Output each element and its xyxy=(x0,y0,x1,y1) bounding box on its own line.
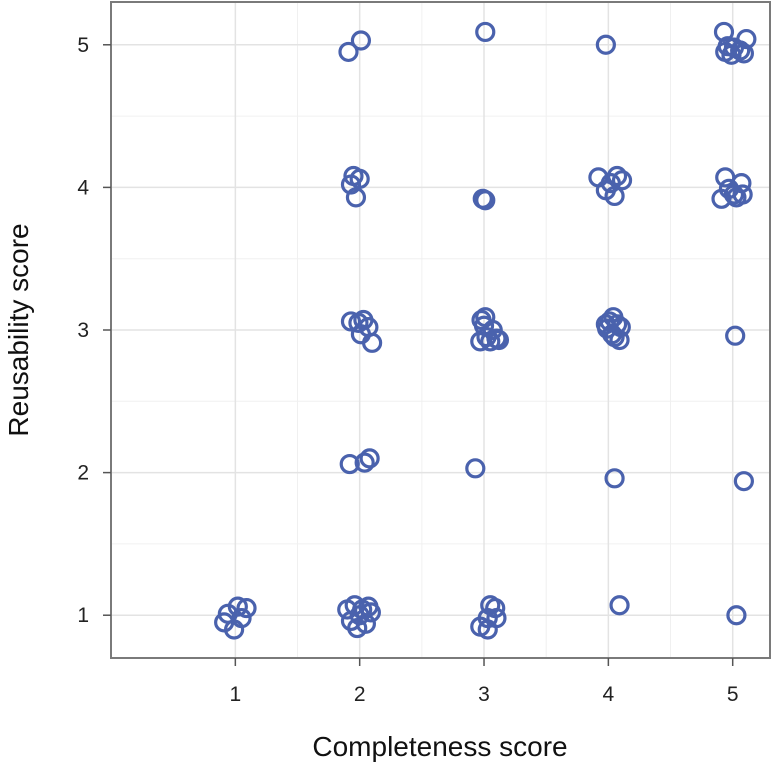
x-tick-label: 2 xyxy=(354,683,366,706)
data-point xyxy=(730,40,751,61)
data-point xyxy=(359,448,380,469)
data-point xyxy=(475,21,496,43)
y-tick-label: 1 xyxy=(77,604,89,627)
data-point xyxy=(345,187,367,208)
y-tick-label: 4 xyxy=(77,176,89,199)
data-point xyxy=(475,190,496,211)
data-point xyxy=(595,314,616,335)
y-axis: 1 2 3 4 5 xyxy=(77,34,111,627)
data-point xyxy=(731,173,752,194)
data-point xyxy=(726,605,747,626)
y-tick-label: 5 xyxy=(77,34,89,57)
data-point xyxy=(486,607,507,629)
data-point xyxy=(338,41,359,63)
data-point xyxy=(340,311,362,332)
data-point xyxy=(609,595,630,616)
y-tick-label: 3 xyxy=(77,319,89,342)
data-point xyxy=(349,168,370,189)
data-point xyxy=(604,185,625,207)
data-point xyxy=(465,458,486,479)
data-point xyxy=(360,602,381,623)
x-tick-label: 5 xyxy=(727,683,739,706)
data-points xyxy=(214,21,757,640)
data-point xyxy=(362,332,383,353)
data-point xyxy=(231,607,252,629)
data-point xyxy=(725,325,746,346)
data-point xyxy=(733,43,754,64)
y-tick-label: 2 xyxy=(77,462,89,485)
x-axis-title: Completeness score xyxy=(312,731,567,762)
data-point xyxy=(713,21,735,43)
data-point xyxy=(611,170,633,191)
y-axis-title: Reusability score xyxy=(3,223,34,436)
x-axis: 1 2 3 4 5 xyxy=(229,658,739,706)
x-tick-label: 1 xyxy=(229,683,241,706)
data-point xyxy=(350,30,372,51)
data-point xyxy=(354,452,375,473)
data-point xyxy=(595,34,616,55)
data-point xyxy=(339,453,360,475)
data-point xyxy=(470,331,491,352)
data-point xyxy=(604,468,625,489)
data-point xyxy=(488,329,510,351)
x-tick-label: 3 xyxy=(478,683,490,706)
data-point xyxy=(485,597,506,619)
data-point xyxy=(733,471,754,492)
data-point xyxy=(227,596,248,617)
grid xyxy=(111,2,770,658)
data-point xyxy=(736,28,757,50)
data-point xyxy=(606,165,628,187)
data-point xyxy=(236,597,257,619)
data-point xyxy=(732,184,753,205)
data-point xyxy=(609,329,630,351)
x-tick-label: 4 xyxy=(603,683,615,706)
